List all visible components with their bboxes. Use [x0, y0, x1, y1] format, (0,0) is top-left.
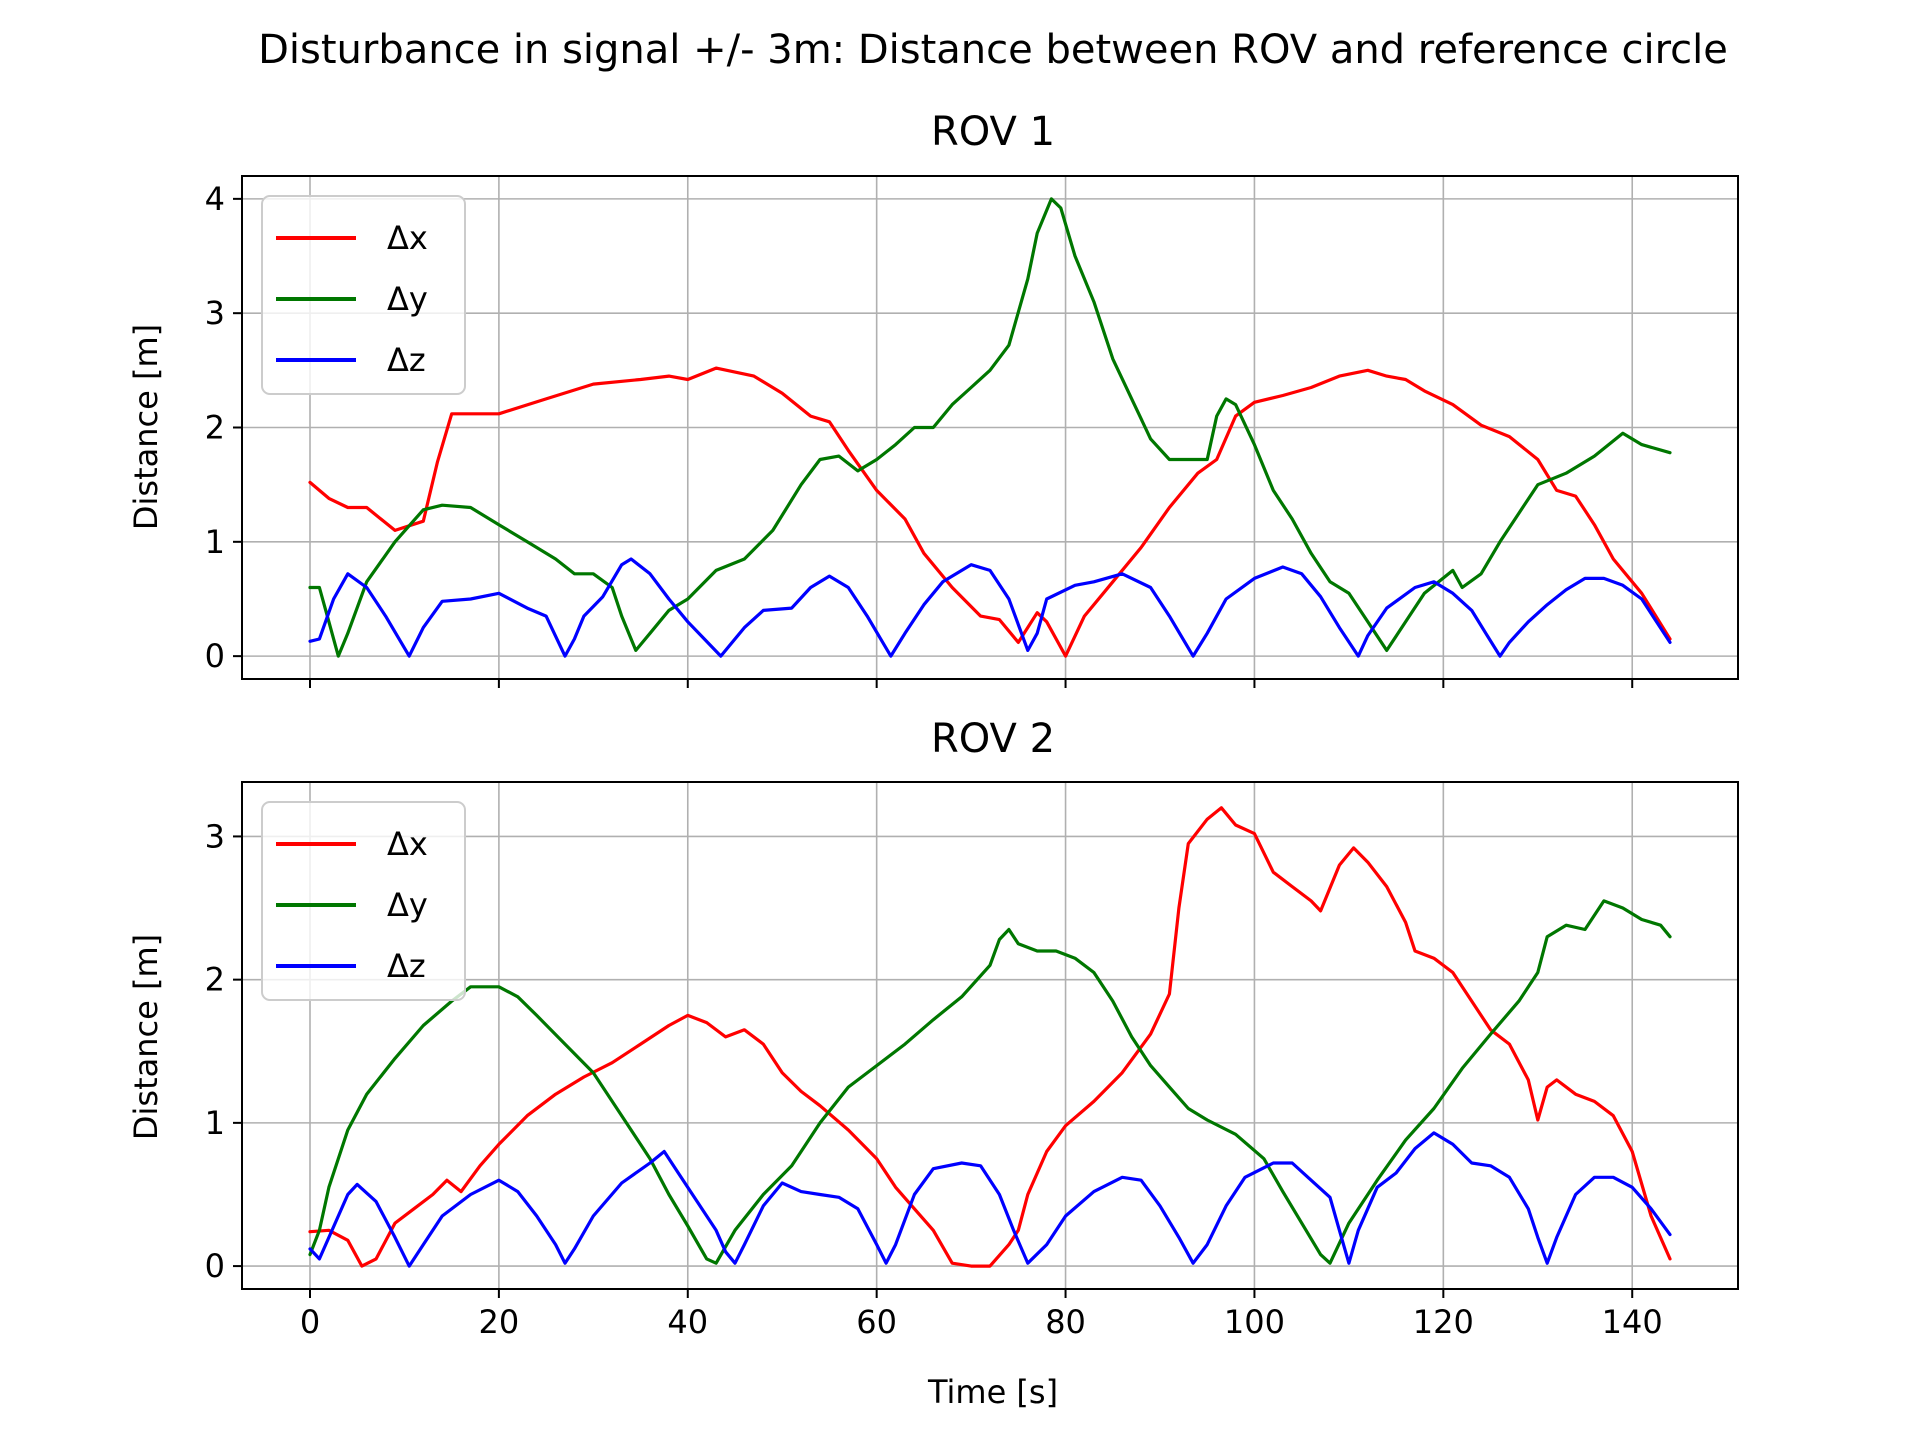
rov1-title: ROV 1 [931, 109, 1055, 155]
rov2-xtick-label-140: 140 [1602, 1303, 1663, 1341]
rov2-ytick-label-2: 2 [205, 961, 225, 999]
rov2-ytick-label-3: 3 [205, 817, 225, 855]
rov2-xtick-label-120: 120 [1413, 1303, 1474, 1341]
rov1-ylabel: Distance [m] [127, 324, 165, 530]
rov2-xtick-label-40: 40 [667, 1303, 708, 1341]
rov2-axes-frame [241, 781, 1739, 1290]
rov2-xtick-label-20: 20 [479, 1303, 520, 1341]
rov2-grid [242, 782, 1738, 1289]
rov1-legend: Δx Δy Δz [261, 195, 466, 395]
rov1-legend-label-dz: Δz [387, 341, 426, 379]
rov1-grid [242, 176, 1738, 679]
rov2-legend-label-dz: Δz [387, 947, 426, 985]
rov2-xlabel: Time [s] [927, 1373, 1058, 1411]
rov2-series-dy-line [308, 899, 1672, 1265]
rov2-legend-label-dy: Δy [387, 886, 428, 924]
rov1-ytick-label-3: 3 [205, 294, 225, 332]
rov1-series-dz-line [308, 557, 1672, 658]
rov2-ylabel: Distance [m] [127, 934, 165, 1140]
rov1-ytick-label-4: 4 [205, 180, 225, 218]
rov2-ytick-label-0: 0 [205, 1247, 225, 1285]
rov1-ytick-label-2: 2 [205, 409, 225, 447]
rov1-legend-label-dy: Δy [387, 280, 428, 318]
rov1-series-group [308, 197, 1672, 658]
rov2-series-group [308, 806, 1672, 1268]
rov1-series-dy-line [308, 197, 1672, 658]
rov2-legend-box [261, 801, 466, 1001]
rov1-legend-box [261, 195, 466, 395]
rov2-legend: Δx Δy Δz [261, 801, 466, 1001]
rov1-legend-label-dx: Δx [387, 219, 428, 257]
rov2-xtick-label-0: 0 [300, 1303, 320, 1341]
rov2-series-dz-line [308, 1131, 1672, 1268]
rov1-series-dx-line [308, 366, 1672, 658]
rov2-xtick-label-100: 100 [1224, 1303, 1285, 1341]
rov1-ytick-label-1: 1 [205, 523, 225, 561]
rov2-xtick-label-60: 60 [856, 1303, 897, 1341]
rov2-ytick-label-1: 1 [205, 1104, 225, 1142]
rov2-xtick-label-80: 80 [1045, 1303, 1086, 1341]
rov2-title: ROV 2 [931, 716, 1055, 762]
figure-title: Disturbance in signal +/- 3m: Distance b… [258, 27, 1728, 73]
rov1-ytick-label-0: 0 [205, 637, 225, 675]
rov2-panel: ROV 2 Distance [m] Time [s] 0 20 40 60 80 100… [127, 716, 1739, 1411]
rov1-panel: ROV 1 Distance [m] 0 1 2 3 4 Δx Δy Δz [127, 109, 1739, 688]
rov2-series-dx-line [308, 806, 1672, 1268]
rov2-legend-label-dx: Δx [387, 825, 428, 863]
